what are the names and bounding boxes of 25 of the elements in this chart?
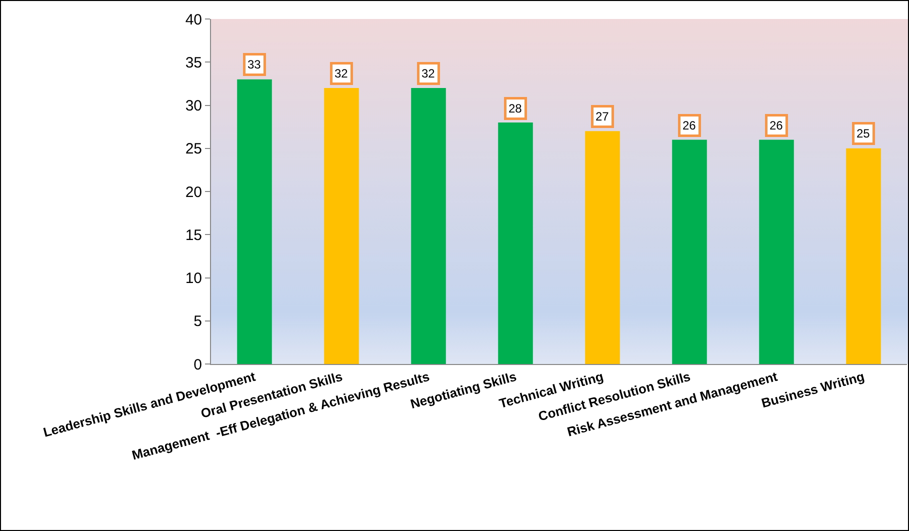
y-tick-label: 30	[185, 98, 202, 114]
y-tick-label: 25	[185, 140, 202, 158]
bar	[759, 140, 794, 364]
bar	[846, 148, 881, 364]
y-tick-label: 20	[185, 184, 202, 201]
y-tick-label: 0	[194, 356, 202, 374]
y-tick-label: 5	[194, 313, 202, 330]
bar	[411, 88, 446, 364]
data-label: 26	[682, 118, 696, 132]
bar	[324, 88, 359, 364]
data-label: 33	[248, 58, 262, 72]
data-label: 32	[422, 66, 436, 80]
bar	[672, 140, 707, 364]
y-tick-label: 40	[185, 11, 202, 28]
data-label: 25	[856, 126, 870, 140]
data-label: 26	[770, 118, 784, 132]
data-label: 28	[508, 102, 522, 116]
y-tick-label: 15	[185, 226, 202, 244]
bar	[498, 122, 533, 364]
data-label: 32	[334, 66, 348, 80]
bar	[237, 79, 272, 364]
data-label: 27	[596, 110, 610, 124]
bar	[585, 131, 620, 364]
y-tick-label: 35	[185, 54, 202, 72]
y-tick-label: 10	[185, 270, 202, 287]
